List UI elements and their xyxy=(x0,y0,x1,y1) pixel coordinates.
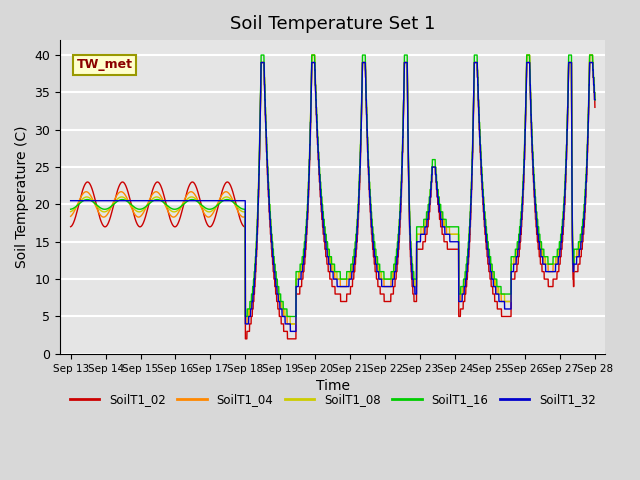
SoilT1_02 xyxy=(130,211,138,217)
SoilT1_16 xyxy=(230,200,237,205)
SoilT1_32 xyxy=(230,198,237,204)
SoilT1_16 xyxy=(130,204,138,210)
Line: SoilT1_16: SoilT1_16 xyxy=(70,55,595,316)
SoilT1_08 xyxy=(129,205,137,211)
SoilT1_32 xyxy=(257,60,265,65)
SoilT1_16 xyxy=(100,206,108,212)
SoilT1_32 xyxy=(100,198,108,204)
SoilT1_16 xyxy=(67,206,74,212)
SoilT1_04 xyxy=(130,210,138,216)
SoilT1_08 xyxy=(308,52,316,58)
SoilT1_04 xyxy=(129,208,137,214)
SoilT1_32 xyxy=(287,328,294,334)
Line: SoilT1_04: SoilT1_04 xyxy=(70,55,595,324)
SoilT1_04 xyxy=(241,321,249,327)
SoilT1_16 xyxy=(241,313,249,319)
SoilT1_02 xyxy=(591,105,599,110)
SoilT1_16 xyxy=(591,97,599,103)
Y-axis label: Soil Temperature (C): Soil Temperature (C) xyxy=(15,126,29,268)
SoilT1_08 xyxy=(230,199,237,205)
SoilT1_02 xyxy=(67,224,74,229)
Line: SoilT1_02: SoilT1_02 xyxy=(70,62,595,339)
SoilT1_32 xyxy=(67,198,74,204)
SoilT1_04 xyxy=(429,164,437,170)
Legend: SoilT1_02, SoilT1_04, SoilT1_08, SoilT1_16, SoilT1_32: SoilT1_02, SoilT1_04, SoilT1_08, SoilT1_… xyxy=(65,388,600,410)
SoilT1_08 xyxy=(100,209,108,215)
SoilT1_32 xyxy=(472,60,479,65)
SoilT1_04 xyxy=(100,214,108,220)
SoilT1_32 xyxy=(130,198,138,204)
SoilT1_04 xyxy=(472,60,479,65)
SoilT1_08 xyxy=(472,60,479,65)
SoilT1_02 xyxy=(230,192,237,198)
SoilT1_04 xyxy=(67,214,74,219)
SoilT1_08 xyxy=(130,206,138,212)
SoilT1_02 xyxy=(100,223,108,229)
SoilT1_08 xyxy=(429,164,437,170)
SoilT1_02 xyxy=(472,60,479,65)
SoilT1_08 xyxy=(67,209,74,215)
SoilT1_16 xyxy=(472,52,479,58)
SoilT1_16 xyxy=(129,203,137,209)
SoilT1_02 xyxy=(241,336,249,342)
SoilT1_08 xyxy=(591,97,599,103)
Line: SoilT1_08: SoilT1_08 xyxy=(70,55,595,324)
SoilT1_04 xyxy=(308,52,316,58)
SoilT1_02 xyxy=(429,164,437,170)
Text: TW_met: TW_met xyxy=(77,59,132,72)
SoilT1_04 xyxy=(591,97,599,103)
X-axis label: Time: Time xyxy=(316,379,350,393)
SoilT1_32 xyxy=(591,97,599,103)
SoilT1_16 xyxy=(429,157,437,163)
SoilT1_04 xyxy=(230,199,237,205)
SoilT1_32 xyxy=(429,164,437,170)
Title: Soil Temperature Set 1: Soil Temperature Set 1 xyxy=(230,15,435,33)
SoilT1_32 xyxy=(129,198,137,204)
SoilT1_08 xyxy=(287,321,294,327)
SoilT1_02 xyxy=(257,60,265,65)
SoilT1_02 xyxy=(129,208,137,214)
Line: SoilT1_32: SoilT1_32 xyxy=(70,62,595,331)
SoilT1_16 xyxy=(257,52,265,58)
